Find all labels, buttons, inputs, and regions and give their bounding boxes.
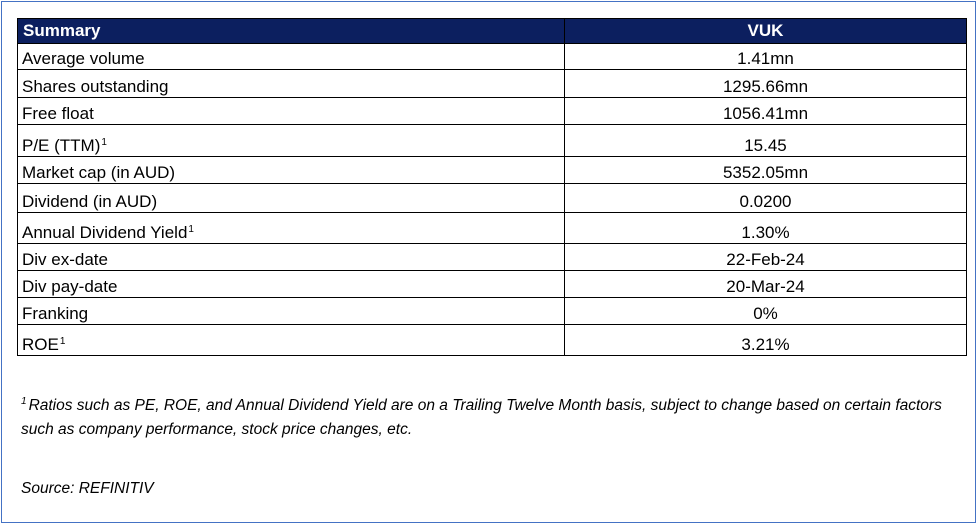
table-row: Free float 1056.41mn (17, 97, 967, 125)
footnote-text: Ratios such as PE, ROE, and Annual Divid… (21, 397, 942, 438)
row-value: 15.45 (564, 124, 967, 157)
row-value: 3.21% (564, 324, 967, 356)
row-label: Free float (17, 97, 565, 125)
table-row: Franking 0% (17, 297, 967, 325)
footnote: 1 Ratios such as PE, ROE, and Annual Divi… (21, 394, 951, 442)
table-row: Div pay-date 20-Mar-24 (17, 270, 967, 298)
row-value: 1.30% (564, 212, 967, 244)
row-value: 22-Feb-24 (564, 243, 967, 271)
source-note: Source: REFINITIV (21, 480, 154, 497)
table-row: Market cap (in AUD) 5352.05mn (17, 156, 967, 184)
summary-table: Summary VUK Average volume 1.41mn Shares… (17, 18, 967, 356)
row-label: Franking (17, 297, 565, 325)
row-value: 0% (564, 297, 967, 325)
header-summary-label: Summary (17, 18, 565, 44)
row-value: 0.0200 (564, 183, 967, 213)
table-row: Dividend (in AUD) 0.0200 (17, 183, 967, 213)
table-row: ROE1 3.21% (17, 324, 967, 356)
footnote-marker: 1 (59, 336, 66, 347)
table-header-row: Summary VUK (17, 18, 967, 44)
row-value: 1.41mn (564, 43, 967, 70)
table-row: Annual Dividend Yield1 1.30% (17, 212, 967, 244)
row-label: ROE1 (17, 324, 565, 356)
row-label: Div ex-date (17, 243, 565, 271)
row-label: Annual Dividend Yield1 (17, 212, 565, 244)
row-label: Market cap (in AUD) (17, 156, 565, 184)
table-row: Div ex-date 22-Feb-24 (17, 243, 967, 271)
row-label: Average volume (17, 43, 565, 70)
row-value: 20-Mar-24 (564, 270, 967, 298)
footnote-marker: 1 (21, 396, 27, 407)
table-row: Shares outstanding 1295.66mn (17, 69, 967, 98)
row-value: 1056.41mn (564, 97, 967, 125)
row-label: Dividend (in AUD) (17, 183, 565, 213)
header-ticker-label: VUK (564, 18, 967, 44)
footnote-marker: 1 (188, 224, 194, 235)
table-body: Average volume 1.41mn Shares outstanding… (17, 43, 967, 356)
table-row: Average volume 1.41mn (17, 43, 967, 70)
row-value: 1295.66mn (564, 69, 967, 98)
row-label: P/E (TTM)1 (17, 124, 565, 157)
table-row: P/E (TTM)1 15.45 (17, 124, 967, 157)
row-label: Div pay-date (17, 270, 565, 298)
footnote-marker: 1 (101, 137, 107, 148)
row-label: Shares outstanding (17, 69, 565, 98)
row-value: 5352.05mn (564, 156, 967, 184)
